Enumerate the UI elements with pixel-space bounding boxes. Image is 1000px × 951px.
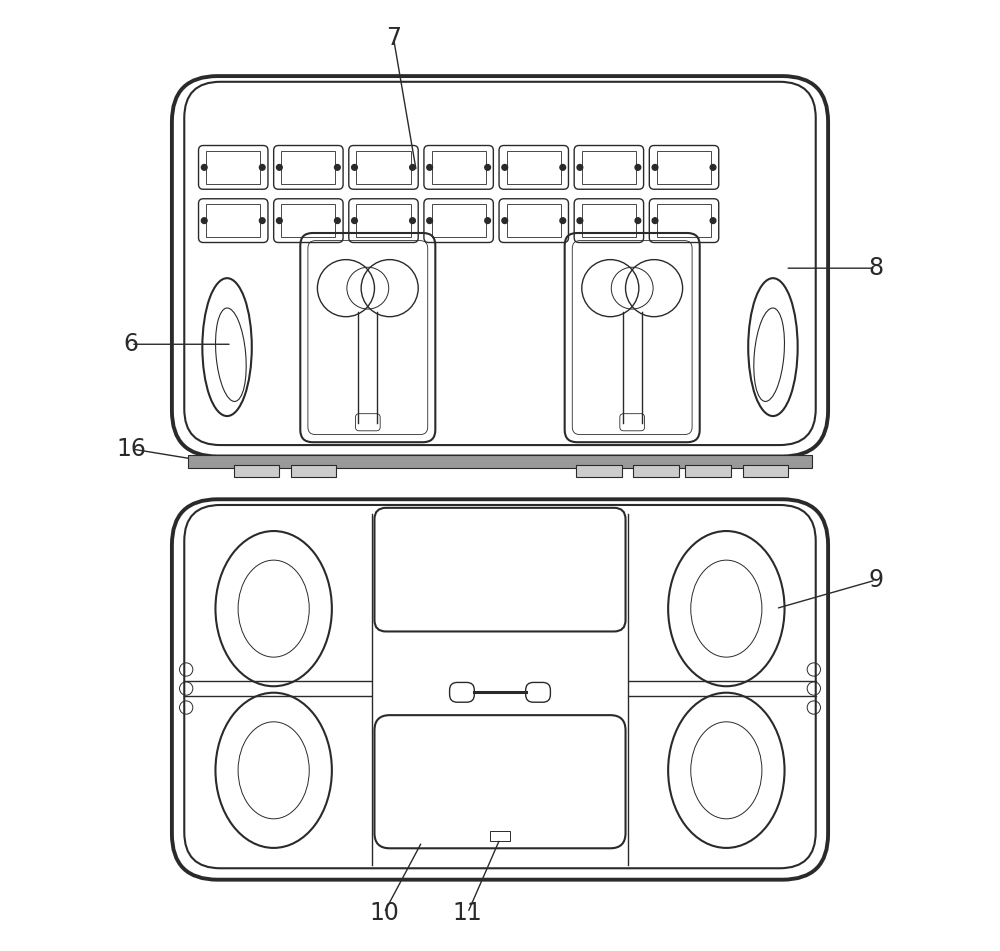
Circle shape xyxy=(410,165,415,170)
Bar xyxy=(188,455,812,468)
Bar xyxy=(206,151,260,184)
Circle shape xyxy=(635,165,641,170)
Text: 11: 11 xyxy=(453,901,483,925)
Circle shape xyxy=(577,165,583,170)
Circle shape xyxy=(652,218,658,223)
Bar xyxy=(432,151,486,184)
Circle shape xyxy=(635,218,641,223)
Circle shape xyxy=(259,218,265,223)
Bar xyxy=(582,204,636,237)
Bar xyxy=(657,151,711,184)
Text: 9: 9 xyxy=(868,568,883,592)
Text: 16: 16 xyxy=(116,437,146,461)
Circle shape xyxy=(352,165,357,170)
Circle shape xyxy=(485,165,490,170)
Bar xyxy=(356,151,411,184)
Circle shape xyxy=(427,218,432,223)
Bar xyxy=(281,151,335,184)
Circle shape xyxy=(710,165,716,170)
Bar xyxy=(633,465,679,477)
Bar xyxy=(582,151,636,184)
Bar xyxy=(743,465,788,477)
Circle shape xyxy=(560,165,566,170)
Bar xyxy=(685,465,731,477)
Circle shape xyxy=(201,218,207,223)
Circle shape xyxy=(485,218,490,223)
Bar xyxy=(576,465,622,477)
Bar xyxy=(432,204,486,237)
Circle shape xyxy=(427,165,432,170)
Bar xyxy=(234,465,279,477)
Text: 10: 10 xyxy=(369,901,399,925)
Circle shape xyxy=(502,165,508,170)
Circle shape xyxy=(352,218,357,223)
Bar xyxy=(657,204,711,237)
Text: 6: 6 xyxy=(124,332,139,357)
Circle shape xyxy=(652,165,658,170)
Circle shape xyxy=(410,218,415,223)
Bar xyxy=(507,204,561,237)
Circle shape xyxy=(335,165,340,170)
Circle shape xyxy=(710,218,716,223)
Circle shape xyxy=(277,165,282,170)
Bar xyxy=(291,465,336,477)
Circle shape xyxy=(577,218,583,223)
Circle shape xyxy=(201,165,207,170)
Circle shape xyxy=(259,165,265,170)
Circle shape xyxy=(277,218,282,223)
Circle shape xyxy=(335,218,340,223)
Bar xyxy=(206,204,260,237)
Bar xyxy=(281,204,335,237)
Text: 8: 8 xyxy=(868,256,883,281)
Bar xyxy=(507,151,561,184)
Bar xyxy=(490,831,510,841)
Circle shape xyxy=(560,218,566,223)
Text: 7: 7 xyxy=(386,26,401,50)
Bar xyxy=(356,204,411,237)
Circle shape xyxy=(502,218,508,223)
